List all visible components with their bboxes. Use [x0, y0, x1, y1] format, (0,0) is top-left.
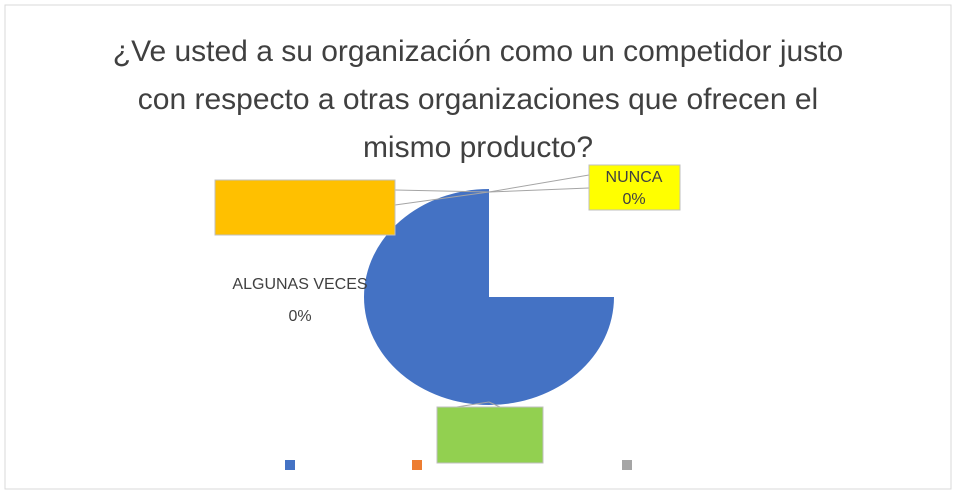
callout-box — [214, 179, 396, 236]
chart-title: ¿Ve usted a su organización como un comp… — [112, 35, 844, 164]
leader-line — [394, 189, 490, 193]
data-label-category: NUNCA — [606, 169, 663, 186]
legend-marker — [285, 460, 295, 470]
legend-marker — [622, 460, 632, 470]
leader-line — [394, 191, 490, 206]
legend-marker — [412, 460, 422, 470]
leader-line — [488, 174, 590, 193]
leader-line — [488, 401, 501, 408]
callout-box — [588, 164, 681, 211]
data-label-category: ALGUNAS VECES — [232, 276, 367, 293]
data-label-value: 0% — [622, 191, 645, 208]
leader-line — [488, 187, 590, 193]
callout-box — [436, 406, 544, 464]
legend — [285, 460, 632, 470]
pie-slice — [364, 189, 614, 405]
data-label-value: 0% — [288, 308, 311, 325]
pie — [364, 189, 614, 405]
